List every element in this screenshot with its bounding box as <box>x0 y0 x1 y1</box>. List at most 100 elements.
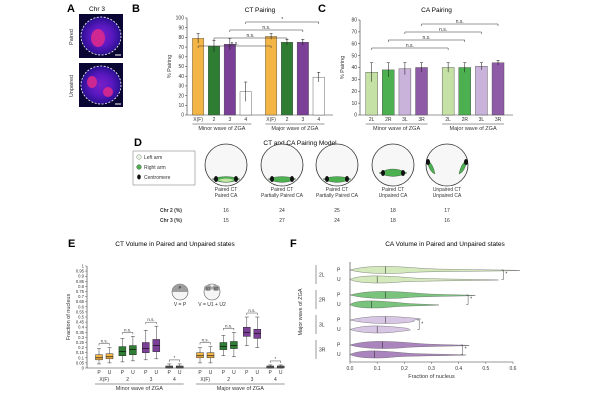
chr3-value: 27 <box>279 218 285 224</box>
box <box>253 329 262 339</box>
sig-label: n.s. <box>225 323 232 328</box>
violin <box>349 300 440 309</box>
right-arm <box>322 176 352 183</box>
sig-bracket <box>168 359 180 362</box>
arm-label: 3R <box>319 348 326 354</box>
panel-d-legend-box <box>132 150 196 186</box>
sig-label: * <box>275 356 277 361</box>
sig-label: * <box>505 271 507 277</box>
centromere <box>325 176 329 182</box>
sig-bracket <box>245 21 319 24</box>
panel-a-row-unpaired: Unpaired <box>69 75 75 97</box>
box <box>196 352 204 359</box>
panel-a-title: Chr 3 <box>89 6 105 13</box>
micrograph-paired <box>79 14 123 58</box>
y-tick-label: 0.75 <box>76 289 85 294</box>
chr2-value: 25 <box>334 208 340 214</box>
bar <box>223 43 236 116</box>
sig-bracket <box>213 37 288 40</box>
bar <box>475 66 488 116</box>
sig-label: n.s. <box>246 33 254 39</box>
violin <box>349 350 466 359</box>
x-tick-label: 2R <box>385 117 392 123</box>
y-tick-label: 20 <box>351 89 357 95</box>
sig-bracket <box>417 319 420 330</box>
y-tick-label: 0.55 <box>76 309 85 314</box>
x-tick-label: P <box>144 370 148 376</box>
x-tick-label: 3 <box>301 117 304 123</box>
sig-label: n.s. <box>248 308 255 313</box>
bar <box>296 42 309 116</box>
x-tick-label: 3L <box>402 117 408 123</box>
right-arm <box>378 168 408 177</box>
model-label-line1: Unpaired CT <box>433 187 461 193</box>
y-tick-label: 10 <box>351 101 357 107</box>
x-tick-label: U <box>232 370 236 376</box>
left-arm-swatch <box>136 154 142 160</box>
state-label: P <box>337 343 341 349</box>
y-tick-label: 80 <box>351 18 357 24</box>
box <box>230 341 238 349</box>
chr2-value: 16 <box>223 208 229 214</box>
sig-label: * <box>281 17 283 23</box>
state-label: P <box>337 268 341 274</box>
sig-bracket <box>388 39 466 42</box>
nucleus-outline <box>425 143 469 187</box>
bar <box>281 42 293 116</box>
panel-d-title: CT and CA Pairing Model <box>263 140 337 147</box>
group-label: Minor wave of ZGA <box>373 126 420 132</box>
sig-bracket <box>246 312 258 315</box>
panel-label-f: F <box>290 238 297 250</box>
y-axis-label: Major wave of ZGA <box>298 288 304 335</box>
y-tick-label: 40 <box>351 65 357 71</box>
sig-bracket <box>404 31 482 34</box>
violin <box>349 341 470 349</box>
box <box>129 345 137 355</box>
x-tick-label: 0.1 <box>374 366 381 372</box>
legend-centromere: Centromere <box>144 175 171 181</box>
panel-label-d: D <box>134 137 142 149</box>
box <box>142 342 150 353</box>
bar <box>415 67 428 116</box>
group-label: Minor wave of ZGA <box>198 126 245 132</box>
x-tick-label: 4 <box>244 117 247 123</box>
legend-left-arm: Left arm <box>144 155 162 161</box>
y-tick-label: 0.05 <box>76 360 85 365</box>
x-tick-label: 2L <box>445 117 451 123</box>
y-tick-label: 0 <box>354 113 357 119</box>
centromere <box>426 159 430 165</box>
sig-label: * <box>421 321 423 327</box>
sig-bracket <box>460 344 463 355</box>
sig-bracket <box>197 45 272 48</box>
right-arm-swatch <box>136 164 142 170</box>
y-tick-label: 0.1 <box>78 355 84 360</box>
micrograph-unpaired <box>79 63 123 107</box>
sig-label: n.s. <box>101 339 108 344</box>
y-tick-label: 0.2 <box>78 345 84 350</box>
x-tick-label: 0.4 <box>455 366 462 372</box>
bar <box>265 36 278 116</box>
model-label-line2: Unpaired CA <box>433 193 462 199</box>
nucleus-outline <box>260 143 304 187</box>
box <box>219 342 228 350</box>
model-label-line2: Unpaired CA <box>379 193 408 199</box>
y-tick-label: 20 <box>178 93 184 99</box>
sig-label: * <box>470 296 472 302</box>
centromere-swatch <box>137 174 141 180</box>
group-label: Minor wave of ZGA <box>116 386 163 392</box>
y-tick-label: 0.95 <box>76 269 85 274</box>
sig-label: * <box>465 346 467 352</box>
y-tick-label: 30 <box>178 84 184 90</box>
violin <box>349 325 411 334</box>
x-tick-label: P <box>168 370 172 376</box>
sig-bracket <box>229 29 304 32</box>
panel-label-e: E <box>68 238 75 250</box>
panel-label-b: B <box>132 3 140 15</box>
sig-label: n.s. <box>422 35 430 41</box>
